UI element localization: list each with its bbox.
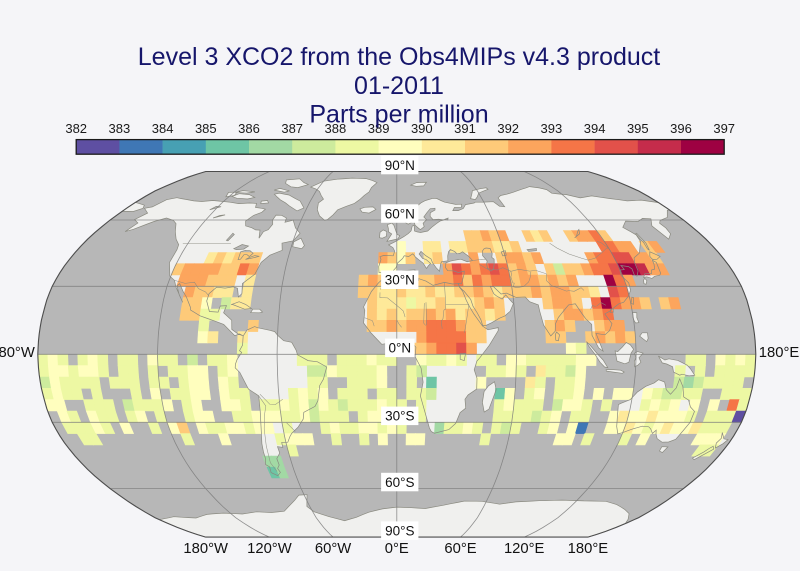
svg-text:385: 385 — [195, 121, 217, 136]
svg-text:395: 395 — [627, 121, 649, 136]
svg-text:30°S: 30°S — [385, 409, 414, 424]
svg-text:Parts per million: Parts per million — [309, 101, 488, 129]
svg-text:30°N: 30°N — [385, 273, 415, 288]
svg-text:393: 393 — [541, 121, 563, 136]
svg-text:396: 396 — [670, 121, 692, 136]
svg-text:389: 389 — [368, 121, 390, 136]
svg-text:387: 387 — [281, 121, 303, 136]
svg-text:01-2011: 01-2011 — [354, 72, 444, 100]
svg-text:392: 392 — [497, 121, 519, 136]
svg-text:394: 394 — [584, 121, 606, 136]
svg-text:90°S: 90°S — [385, 524, 414, 539]
svg-text:0°E: 0°E — [385, 541, 409, 557]
svg-text:180°W: 180°W — [0, 345, 35, 361]
svg-text:384: 384 — [152, 121, 174, 136]
svg-text:383: 383 — [109, 121, 131, 136]
svg-text:382: 382 — [65, 121, 87, 136]
svg-text:60°E: 60°E — [444, 541, 476, 557]
svg-text:90°N: 90°N — [385, 158, 415, 173]
svg-text:60°W: 60°W — [315, 541, 351, 557]
svg-text:60°S: 60°S — [385, 475, 414, 490]
svg-text:180°E: 180°E — [759, 345, 800, 361]
svg-text:180°E: 180°E — [568, 541, 609, 557]
svg-text:120°W: 120°W — [247, 541, 292, 557]
svg-text:397: 397 — [713, 121, 735, 136]
svg-text:388: 388 — [325, 121, 347, 136]
svg-text:180°W: 180°W — [183, 541, 228, 557]
svg-text:0°N: 0°N — [388, 341, 411, 356]
svg-text:390: 390 — [411, 121, 433, 136]
svg-text:Level 3 XCO2 from the Obs4MIPs: Level 3 XCO2 from the Obs4MIPs v4.3 prod… — [138, 43, 661, 71]
svg-text:391: 391 — [454, 121, 476, 136]
svg-text:120°E: 120°E — [504, 541, 545, 557]
svg-text:386: 386 — [238, 121, 260, 136]
svg-text:60°N: 60°N — [385, 206, 415, 221]
